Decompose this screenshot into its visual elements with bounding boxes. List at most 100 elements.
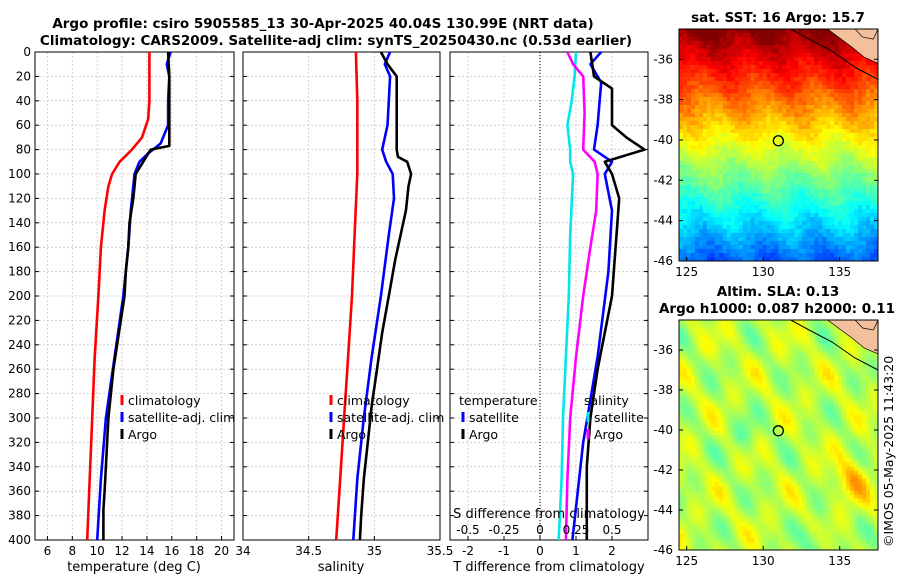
map-cell	[806, 347, 811, 353]
map-cell	[870, 431, 875, 436]
map-cell	[730, 323, 736, 329]
map-cell	[746, 229, 752, 234]
map-cell	[834, 403, 839, 408]
map-cell	[718, 169, 724, 174]
map-cell	[814, 121, 819, 126]
map-cell	[834, 109, 839, 114]
map-cell	[834, 89, 839, 94]
map-cell	[679, 458, 684, 464]
map-cell	[746, 343, 752, 349]
map-cell	[830, 323, 835, 329]
map-cell	[766, 383, 771, 388]
map-cell	[766, 101, 771, 106]
map-cell	[714, 129, 720, 134]
map-cell	[679, 129, 684, 134]
map-cell	[758, 387, 763, 392]
map-cell	[750, 446, 756, 452]
map-cell	[826, 125, 831, 130]
map-cell	[718, 165, 724, 170]
map-cell	[850, 157, 855, 162]
map-cell	[810, 221, 815, 226]
map-cell	[766, 141, 771, 146]
map-cell	[686, 101, 692, 106]
map-cell	[842, 379, 847, 384]
map-cell	[818, 181, 823, 186]
map-cell	[838, 101, 843, 106]
map-cell	[706, 173, 712, 178]
map-cell	[870, 438, 875, 444]
map-cell	[742, 327, 748, 333]
map-cell	[734, 81, 740, 86]
map-cell	[694, 458, 700, 464]
map-cell	[854, 69, 859, 74]
map-cell	[710, 165, 716, 170]
map-cell	[694, 335, 700, 341]
legend-label: climatology	[337, 393, 410, 408]
map-cell	[782, 363, 787, 368]
map-cell	[694, 450, 700, 456]
map-cell	[834, 165, 839, 170]
map-cell	[866, 161, 871, 166]
map-cell	[706, 253, 712, 258]
map-cell	[762, 49, 767, 54]
map-cell	[738, 363, 744, 368]
map-cell	[766, 241, 771, 246]
map-cell	[718, 229, 724, 234]
map-cell	[762, 173, 767, 178]
map-cell	[730, 363, 736, 368]
map-cell	[770, 89, 775, 94]
map-cell	[798, 145, 803, 150]
map-cell	[790, 185, 795, 190]
map-cell	[802, 81, 807, 86]
map-cell	[682, 165, 688, 170]
map-cell	[870, 221, 875, 226]
map-cell	[762, 411, 767, 416]
map-cell	[734, 327, 740, 333]
map-cell	[686, 415, 692, 420]
map-cell	[694, 347, 700, 353]
map-cell	[798, 129, 803, 134]
map-cell	[834, 177, 839, 182]
map-cell	[718, 375, 724, 380]
map-cell	[762, 41, 767, 46]
map-cell	[802, 458, 807, 464]
map-cell	[858, 177, 863, 182]
map-cell	[866, 411, 871, 416]
map-cell	[794, 233, 799, 238]
map-cell	[850, 359, 855, 365]
map-cell	[830, 65, 835, 70]
header-title: Argo profile: csiro 5905585_13 30-Apr-20…	[52, 16, 593, 32]
map-cell	[770, 161, 775, 166]
map-cell	[702, 221, 708, 226]
map-cell	[786, 165, 791, 170]
map-cell	[842, 137, 847, 142]
temperature-xtick-label: 18	[189, 544, 204, 558]
salinity-xtick-label: 34.5	[295, 544, 322, 558]
map-cell	[854, 229, 859, 234]
map-cell	[858, 165, 863, 170]
map-cell	[746, 419, 752, 424]
map-cell	[826, 117, 831, 122]
map-cell	[722, 213, 728, 218]
map-cell	[766, 371, 771, 376]
map-cell	[734, 245, 740, 250]
map-cell	[770, 423, 775, 428]
map-cell	[802, 105, 807, 110]
map-cell	[818, 438, 823, 444]
map-cell	[730, 387, 736, 392]
map-cell	[866, 454, 871, 460]
map-cell	[814, 411, 819, 416]
map-cell	[714, 137, 720, 142]
map-cell	[766, 81, 771, 86]
map-cell	[874, 253, 878, 258]
map-cell	[786, 217, 791, 222]
map-cell	[690, 355, 696, 361]
map-cell	[794, 141, 799, 146]
map-cell	[714, 450, 720, 456]
map-cell	[858, 395, 863, 400]
map-cell	[722, 177, 728, 182]
map-cell	[762, 221, 767, 226]
map-cell	[846, 201, 851, 206]
map-cell	[762, 77, 767, 82]
map-cell	[702, 427, 708, 432]
